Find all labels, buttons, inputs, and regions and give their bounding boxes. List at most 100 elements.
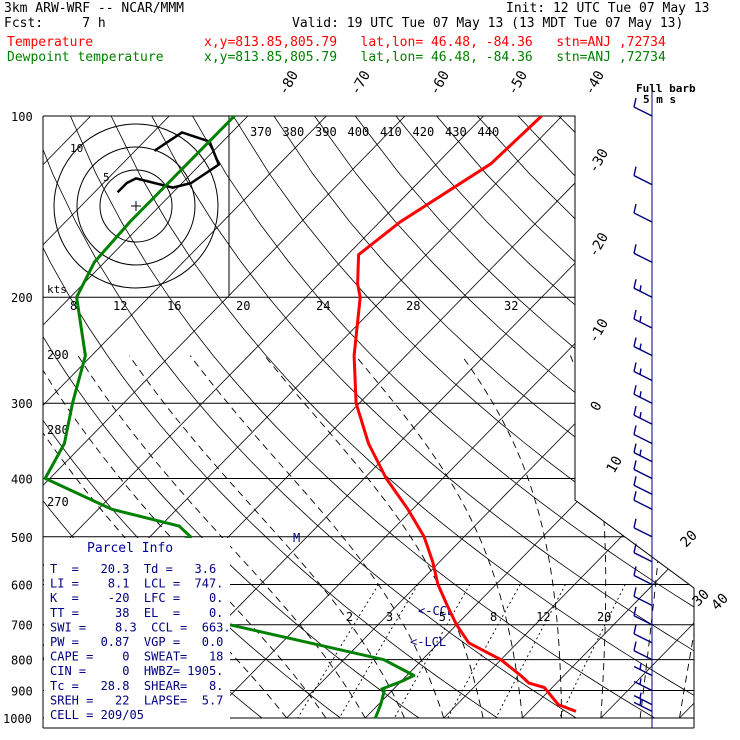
parcel-info-row: K = -20 LFC = 0.: [50, 591, 223, 605]
wind-barb: [633, 665, 653, 677]
isotherm-label: 20: [678, 528, 701, 551]
wind-barb-flag: [633, 385, 637, 395]
wind-barb-flag: [633, 491, 637, 501]
parcel-info-box: Parcel Info T = 20.3 Td = 3.6LI = 8.1 LC…: [44, 538, 231, 727]
mixing-ratio-label: 3: [386, 610, 393, 624]
parcel-info-row: SWI = 8.3 CCL = 663.: [50, 620, 231, 634]
wind-barb-half-flag: [639, 678, 642, 685]
isotherm-label: -80: [276, 68, 303, 98]
isotherm-line: [286, 116, 694, 719]
init-time: Init: 12 UTC Tue 07 May 13: [506, 1, 710, 16]
isotherm-label: 40: [709, 591, 732, 614]
wind-barb: [633, 574, 653, 586]
moist-adiabat-line: [639, 355, 667, 719]
hodograph: 5 10: [53, 116, 230, 296]
parcel-info-row: Tc = 28.8 SHEAR= 8.: [50, 679, 223, 693]
dewpoint-trace: [43, 116, 416, 719]
hodograph-ring-label: 10: [70, 142, 83, 155]
dry-adiabat-line: [151, 116, 694, 719]
wind-barb-flag: [633, 337, 637, 347]
hodograph-units-label: kts: [47, 283, 67, 296]
wind-barb: [633, 680, 653, 692]
parcel-info-row: CAPE = 0 SWEAT= 18: [50, 650, 223, 664]
pressure-tick-label: 500: [11, 531, 33, 545]
parcel-info-row: SREH = 22 LAPSE= 5.7: [50, 693, 223, 707]
moist-adiabat-line: [77, 355, 366, 719]
ccl-marker: <-CCL: [418, 604, 454, 618]
dry-adiabat-line: [70, 116, 655, 719]
wind-barb-half-flag: [639, 692, 642, 699]
hodograph-axis-label: 20: [236, 299, 250, 313]
wind-barb-flag: [633, 425, 637, 435]
valid-time: Valid: 19 UTC Tue 07 May 13 (13 MDT Tue …: [292, 16, 684, 31]
isotherm-line: [43, 116, 327, 719]
dry-adiabat-line: [395, 116, 694, 719]
parcel-info-row: LI = 8.1 LCL = 747.: [50, 577, 223, 591]
dry-adiabat-line: [110, 116, 694, 719]
wind-barb: [633, 499, 653, 510]
wind-barb-flag: [633, 166, 637, 176]
hodograph-trace: [116, 131, 221, 194]
mixing-ratio-line: [558, 584, 626, 719]
isotherm-label: 0: [588, 399, 606, 414]
isotherm-label: 10: [604, 453, 626, 476]
wind-barb-half-flag: [639, 285, 642, 292]
dry-adiabat-line: [639, 116, 694, 719]
isotherm-line: [43, 116, 406, 719]
wind-barb-flag: [633, 606, 637, 616]
pressure-tick-label: 200: [11, 291, 33, 305]
isotherm-line: [43, 116, 170, 719]
lcl-marker: <-LCL: [410, 635, 446, 649]
wind-barb: [633, 552, 653, 563]
wind-barb: [633, 318, 653, 329]
pressure-tick-label: 900: [11, 684, 33, 698]
temperature-legend-label: Temperature: [7, 35, 94, 50]
theta-label: 420: [413, 125, 435, 139]
mixed-layer-marker: M: [293, 531, 300, 545]
wind-barb-flag: [633, 518, 637, 528]
pressure-tick-label: 800: [11, 654, 33, 668]
wind-barb-half-flag: [639, 368, 642, 375]
wind-barb: [633, 252, 653, 263]
isotherm-line: [679, 116, 694, 719]
wind-barb: [633, 451, 653, 463]
hodograph-axis-label: 8: [70, 299, 77, 313]
theta-label: 400: [348, 125, 370, 139]
wind-barb-flag: [633, 203, 637, 214]
parcel-info-title: Parcel Info: [87, 541, 173, 556]
wind-barb-flag: [633, 641, 637, 651]
dry-adiabat-line: [232, 116, 694, 719]
mixing-ratio-label: 5: [439, 610, 446, 624]
moist-adiabat-line: [43, 355, 287, 719]
dry-adiabat-line: [192, 116, 694, 719]
parcel-info-row: PW = 0.87 VGP = 0.0: [50, 635, 223, 649]
sounding-traces: [43, 116, 577, 719]
theta-label: 440: [478, 125, 500, 139]
wind-barb: [633, 694, 653, 706]
theta-label: 370: [250, 125, 272, 139]
theta-label: 290: [47, 348, 69, 362]
isotherm-label: -10: [586, 316, 613, 346]
isotherm-line: [43, 116, 249, 719]
theta-label: 430: [445, 125, 467, 139]
dry-adiabat-line: [477, 116, 694, 719]
wind-barb-flag: [633, 244, 637, 254]
wind-barb: [633, 174, 653, 186]
hodograph-axis-label: 28: [406, 299, 420, 313]
wind-barb: [633, 212, 653, 223]
wind-barb-flag: [633, 566, 637, 576]
wind-barb-half-flag: [639, 412, 642, 419]
wind-barb: [633, 468, 653, 480]
moist-adiabat-line: [128, 355, 405, 719]
dry-adiabat-line: [354, 116, 694, 719]
hodograph-ring: [99, 169, 173, 243]
barb-legend-value: 5 m s: [643, 93, 676, 106]
wind-barb-flag: [633, 97, 637, 108]
wind-barb-flag: [633, 406, 637, 416]
wind-barb-half-flag: [639, 315, 642, 323]
theta-label: 390: [315, 125, 337, 139]
isotherm-line: [443, 116, 694, 719]
model-title: 3km ARW-WRF -- NCAR/MMM: [4, 1, 185, 16]
